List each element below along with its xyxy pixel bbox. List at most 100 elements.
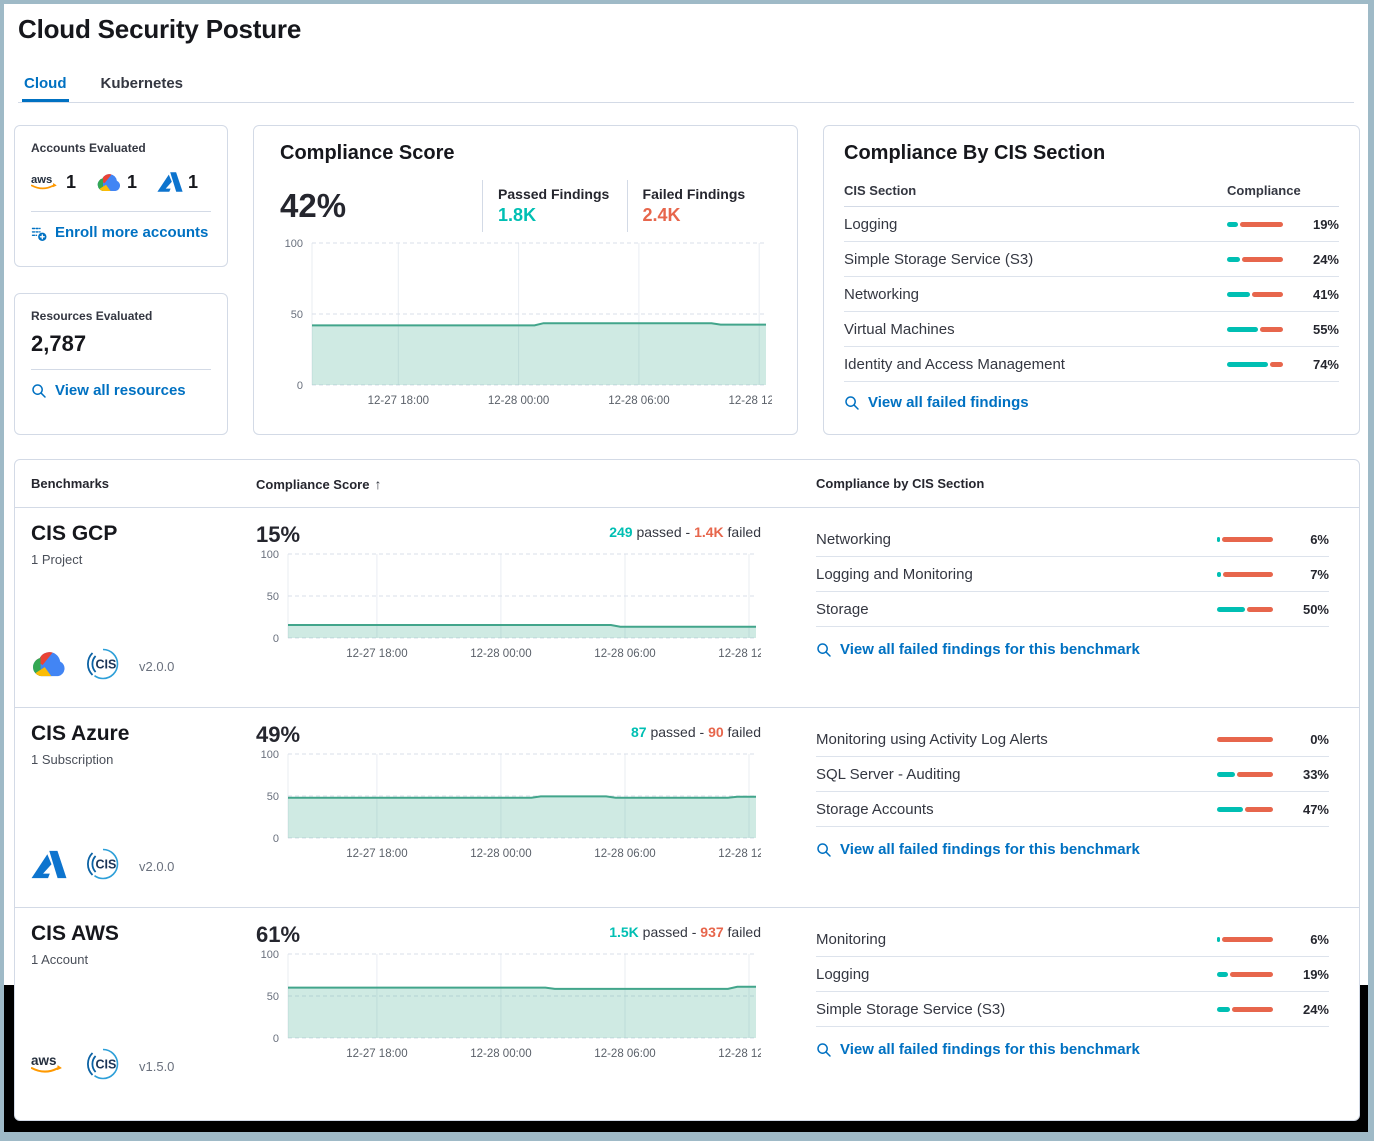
compliance-bar-failed <box>1217 736 1273 742</box>
cis-section-percentage: 0% <box>1310 731 1329 747</box>
passed-count[interactable]: 249 <box>609 524 633 540</box>
sort-ascending-icon: ↑ <box>374 475 382 492</box>
benchmark-trend-chart: 0 50 100 12-27 18:00 12-28 00:00 12-28 06:00 1… <box>256 749 816 873</box>
cis-section-column-header: CIS Section <box>844 183 917 198</box>
failed-count[interactable]: 937 <box>700 924 724 940</box>
benchmark-score-value: 61% <box>256 922 301 947</box>
provider-azure-count: 1 <box>188 171 199 192</box>
card-divider <box>31 211 211 212</box>
compliance-bar-failed <box>1240 221 1283 227</box>
view-failed-findings-benchmark-label: View all failed findings for this benchm… <box>840 641 1140 658</box>
svg-text:12-27 18:00: 12-27 18:00 <box>368 395 429 407</box>
cis-section-row: Networking 41% <box>844 277 1339 312</box>
compliance-bar-failed <box>1230 971 1273 977</box>
compliance-bar <box>1217 771 1273 777</box>
cis-logo-icon: CIS <box>83 844 123 889</box>
benchmark-version: v2.0.0 <box>139 659 175 674</box>
compliance-bar <box>1227 221 1283 227</box>
svg-text:100: 100 <box>261 550 279 561</box>
cis-sections-rows: Networking 6% Logging and Monitoring 7% Stor… <box>816 522 1329 627</box>
compliance-bar-failed <box>1237 771 1273 777</box>
compliance-score-column-header[interactable]: Compliance Score ↑ <box>256 476 816 492</box>
benchmark-logos: CIS v2.0.0 <box>31 644 174 689</box>
failed-count[interactable]: 1.4K <box>694 524 724 540</box>
compliance-bar-failed <box>1223 571 1273 577</box>
failed-findings-value[interactable]: 2.4K <box>642 205 681 225</box>
provider-gcp-count: 1 <box>127 171 138 192</box>
benchmark-cis-sections: Monitoring using Activity Log Alerts 0% SQ… <box>816 722 1343 907</box>
benchmark-score-value: 49% <box>256 722 301 747</box>
view-failed-findings-benchmark-label: View all failed findings for this benchm… <box>840 1041 1140 1058</box>
compliance-bar <box>1217 936 1273 942</box>
view-all-failed-findings-link[interactable]: View all failed findings <box>844 394 1339 411</box>
compliance-bar-failed <box>1232 1006 1273 1012</box>
tab-cloud[interactable]: Cloud <box>22 69 69 102</box>
compliance-bar-failed <box>1242 256 1283 262</box>
search-icon <box>31 383 47 399</box>
view-failed-findings-benchmark-link[interactable]: View all failed findings for this benchm… <box>816 841 1329 858</box>
benchmark-trend-chart: 0 50 100 12-27 18:00 12-28 00:00 12-28 06:00 1… <box>256 549 816 673</box>
cis-logo-icon: CIS <box>83 644 123 689</box>
provider-logo-icon: aws <box>30 1052 67 1081</box>
svg-text:12-28 00:00: 12-28 00:00 <box>470 848 531 860</box>
search-icon <box>845 395 859 410</box>
compliance-bar-passed <box>1217 806 1243 812</box>
cis-section-label: Logging <box>844 215 898 233</box>
svg-text:12-28 12:00: 12-28 12:00 <box>718 848 761 860</box>
cis-section-percentage: 74% <box>1312 356 1339 372</box>
compliance-column-header: Compliance <box>1227 183 1301 198</box>
tab-bar: Cloud Kubernetes <box>18 69 1354 103</box>
view-all-resources-link[interactable]: View all resources <box>31 382 211 399</box>
azure-logo-icon <box>157 172 183 192</box>
passed-count[interactable]: 87 <box>631 724 647 740</box>
benchmark-info: CIS GCP 1 Project CIS v2.0.0 <box>31 522 256 707</box>
card-divider <box>31 369 211 370</box>
benchmark-cis-sections: Networking 6% Logging and Monitoring 7% Stor… <box>816 522 1343 707</box>
compliance-bar <box>1217 571 1273 577</box>
cis-table-header: CIS Section Compliance <box>844 175 1339 207</box>
svg-text:12-28 00:00: 12-28 00:00 <box>470 1048 531 1060</box>
failed-count[interactable]: 90 <box>708 724 724 740</box>
compliance-bar-passed <box>1227 361 1268 367</box>
provider-logo-icon <box>31 849 67 885</box>
view-failed-findings-benchmark-label: View all failed findings for this benchm… <box>840 841 1140 858</box>
provider-logo-icon <box>31 649 67 684</box>
passed-failed-summary: 249 passed - 1.4K failed <box>609 524 761 540</box>
compliance-score-stats: 42% Passed Findings 1.8K Failed Findings… <box>280 175 771 237</box>
compliance-bar <box>1217 971 1273 977</box>
view-all-failed-findings-label: View all failed findings <box>868 394 1029 411</box>
accounts-evaluated-title: Accounts Evaluated <box>31 141 146 155</box>
benchmark-logos: CIS v2.0.0 <box>31 844 174 889</box>
svg-text:12-27 18:00: 12-27 18:00 <box>346 1048 407 1060</box>
tab-kubernetes[interactable]: Kubernetes <box>100 75 184 92</box>
benchmark-info: CIS AWS 1 Account aws CIS v1.5.0 <box>30 922 256 1108</box>
cis-section-row: Logging 19% <box>816 957 1329 992</box>
compliance-bar <box>1227 256 1283 262</box>
compliance-bar-passed <box>1217 606 1245 612</box>
cis-section-percentage: 33% <box>1302 766 1329 782</box>
view-failed-findings-benchmark-link[interactable]: View all failed findings for this benchm… <box>816 641 1329 658</box>
provider-aws-count: 1 <box>66 171 77 192</box>
passed-count[interactable]: 1.5K <box>609 924 639 940</box>
resources-evaluated-card: Resources Evaluated 2,787 View all resou… <box>14 293 228 435</box>
benchmark-row-gcp: CIS GCP 1 Project CIS v2.0.0 15% 249 pas… <box>15 508 1359 708</box>
cis-section-label: Networking <box>816 530 892 548</box>
compliance-score-trend-chart: 0 50 100 12-27 18:00 12-28 00:00 12-28 06:00 1… <box>280 237 790 420</box>
cis-section-row: Logging 19% <box>844 207 1339 242</box>
enroll-more-accounts-link[interactable]: Enroll more accounts <box>31 224 211 241</box>
cis-section-label: Networking <box>844 285 920 303</box>
svg-text:12-28 12:00: 12-28 12:00 <box>718 1048 761 1060</box>
compliance-bar <box>1217 736 1273 742</box>
gcp-logo-icon <box>33 652 65 677</box>
svg-text:50: 50 <box>267 591 279 603</box>
compliance-score-title: Compliance Score <box>280 142 455 164</box>
view-failed-findings-benchmark-link[interactable]: View all failed findings for this benchm… <box>816 1041 1329 1058</box>
left-column: Accounts Evaluated aws 1 1 1 Enroll more… <box>14 125 228 435</box>
benchmark-version: v2.0.0 <box>139 859 175 874</box>
cis-section-row: Logging and Monitoring 7% <box>816 557 1329 592</box>
cis-section-percentage: 7% <box>1310 566 1329 582</box>
passed-findings-value[interactable]: 1.8K <box>498 205 537 225</box>
cis-section-row: Simple Storage Service (S3) 24% <box>844 242 1339 277</box>
compliance-bar <box>1227 326 1283 332</box>
azure-logo-icon <box>31 850 67 878</box>
